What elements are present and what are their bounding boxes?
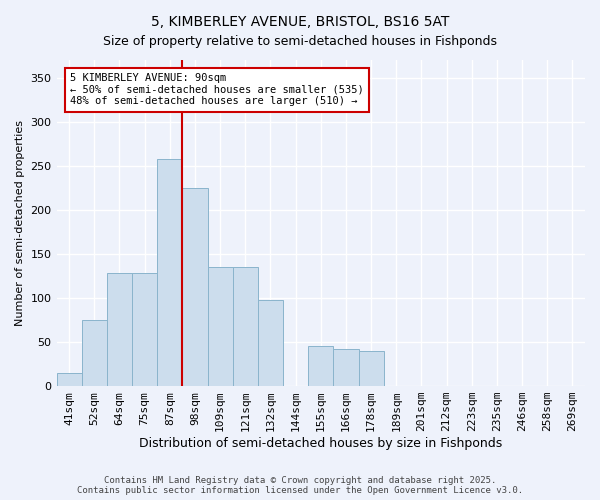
Text: Size of property relative to semi-detached houses in Fishponds: Size of property relative to semi-detach… [103,35,497,48]
Text: 5, KIMBERLEY AVENUE, BRISTOL, BS16 5AT: 5, KIMBERLEY AVENUE, BRISTOL, BS16 5AT [151,15,449,29]
Bar [208,267,233,386]
Bar [233,267,258,386]
Bar [82,320,107,386]
Bar [258,300,283,386]
Text: Contains HM Land Registry data © Crown copyright and database right 2025.
Contai: Contains HM Land Registry data © Crown c… [77,476,523,495]
Y-axis label: Number of semi-detached properties: Number of semi-detached properties [15,120,25,326]
Bar [359,351,383,386]
Bar [107,274,132,386]
Bar [182,188,208,386]
Text: 5 KIMBERLEY AVENUE: 90sqm
← 50% of semi-detached houses are smaller (535)
48% of: 5 KIMBERLEY AVENUE: 90sqm ← 50% of semi-… [70,73,364,106]
Bar [56,373,82,386]
Bar [334,349,359,386]
Bar [308,346,334,386]
Bar [132,274,157,386]
Bar [157,158,182,386]
X-axis label: Distribution of semi-detached houses by size in Fishponds: Distribution of semi-detached houses by … [139,437,502,450]
